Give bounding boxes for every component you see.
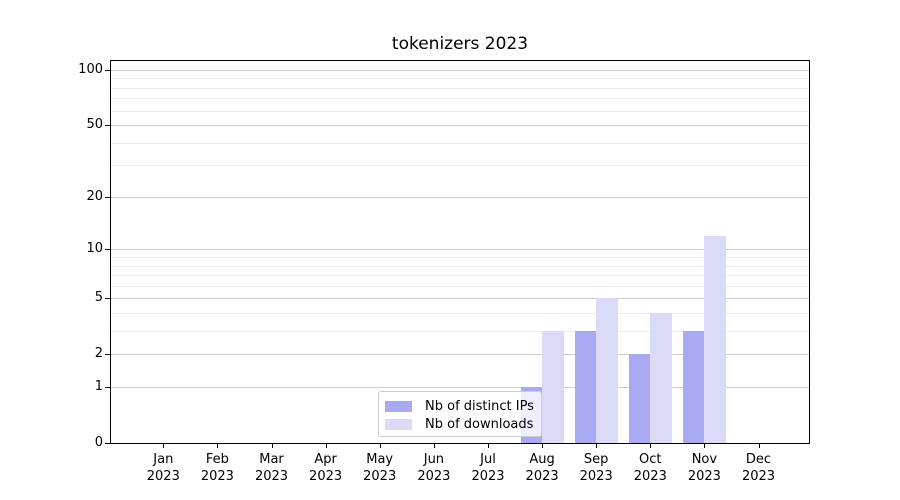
legend-item: Nb of distinct IPs — [385, 397, 534, 415]
bar-downloads — [650, 313, 672, 443]
x-tick-mark — [650, 444, 652, 448]
bar-distinct-ips — [574, 331, 597, 443]
x-axis-tick-label: Apr 2023 — [309, 452, 343, 484]
x-axis-tick-label: Dec 2023 — [741, 452, 776, 484]
minor-gridline — [111, 257, 809, 258]
legend-swatch — [385, 400, 412, 412]
y-axis-tick-label: 1 — [94, 379, 103, 395]
major-gridline — [111, 69, 809, 71]
legend-label: Nb of distinct IPs — [425, 398, 534, 414]
legend: Nb of distinct IPs Nb of downloads — [378, 391, 542, 437]
x-tick-mark — [217, 444, 219, 448]
bar-distinct-ips — [628, 354, 651, 443]
y-axis-tick-label: 20 — [86, 188, 103, 204]
y-axis-tick-label: 2 — [94, 346, 103, 362]
minor-gridline — [111, 285, 809, 287]
minor-gridline — [111, 331, 809, 333]
x-tick-mark — [325, 444, 327, 448]
major-gridline — [111, 387, 809, 389]
y-tick-mark — [105, 249, 110, 251]
y-tick-mark — [105, 387, 110, 389]
x-tick-mark — [488, 444, 489, 448]
x-tick-mark — [758, 444, 760, 448]
major-gridline — [111, 125, 809, 127]
x-axis-tick-label: Jan 2023 — [146, 452, 180, 484]
y-axis-tick-label: 10 — [86, 241, 103, 257]
legend-swatch — [385, 418, 412, 430]
x-tick-mark — [596, 444, 598, 448]
x-axis-tick-label: Aug 2023 — [525, 452, 559, 484]
minor-gridline — [111, 275, 809, 276]
minor-gridline — [111, 142, 809, 144]
major-gridline — [111, 354, 809, 356]
legend-label: Nb of downloads — [425, 416, 534, 432]
bar-downloads — [704, 235, 726, 443]
x-tick-mark — [704, 444, 706, 448]
x-tick-mark — [271, 444, 273, 448]
x-tick-mark — [163, 444, 165, 448]
x-tick-mark — [379, 444, 381, 448]
x-axis-tick-label: Oct 2023 — [633, 452, 667, 484]
x-axis-tick-label: May 2023 — [363, 452, 397, 484]
minor-gridline — [111, 98, 809, 100]
x-axis-tick-label: Mar 2023 — [254, 452, 289, 484]
minor-gridline — [111, 87, 809, 89]
minor-gridline — [111, 265, 809, 267]
y-tick-mark — [105, 125, 110, 127]
legend-item: Nb of downloads — [385, 415, 533, 433]
major-gridline — [111, 196, 809, 198]
x-axis-tick-label: Jun 2023 — [417, 452, 451, 484]
y-tick-mark — [105, 354, 110, 356]
x-axis-tick-label: Sep 2023 — [579, 452, 613, 484]
minor-gridline — [111, 110, 809, 112]
x-tick-mark — [433, 444, 435, 448]
minor-gridline — [111, 165, 809, 167]
x-axis-tick-label: Jul 2023 — [471, 452, 505, 484]
major-gridline — [111, 249, 809, 251]
y-axis-tick-label: 5 — [94, 290, 103, 306]
bar-downloads — [542, 331, 564, 443]
x-axis-tick-label: Feb 2023 — [200, 452, 234, 484]
chart-title: tokenizers 2023 — [391, 34, 529, 54]
bar-downloads — [596, 298, 618, 443]
major-gridline — [111, 298, 809, 300]
x-tick-mark — [542, 444, 544, 448]
y-axis-tick-label: 100 — [78, 61, 103, 77]
minor-gridline — [111, 78, 809, 80]
y-tick-mark — [105, 443, 110, 445]
y-axis-tick-label: 0 — [94, 435, 103, 451]
y-tick-mark — [105, 69, 110, 71]
bar-distinct-ips — [682, 331, 705, 443]
y-axis-tick-label: 50 — [86, 117, 103, 133]
y-tick-mark — [105, 298, 110, 300]
x-axis-tick-label: Nov 2023 — [687, 452, 721, 484]
y-tick-mark — [105, 196, 110, 198]
minor-gridline — [111, 313, 809, 314]
